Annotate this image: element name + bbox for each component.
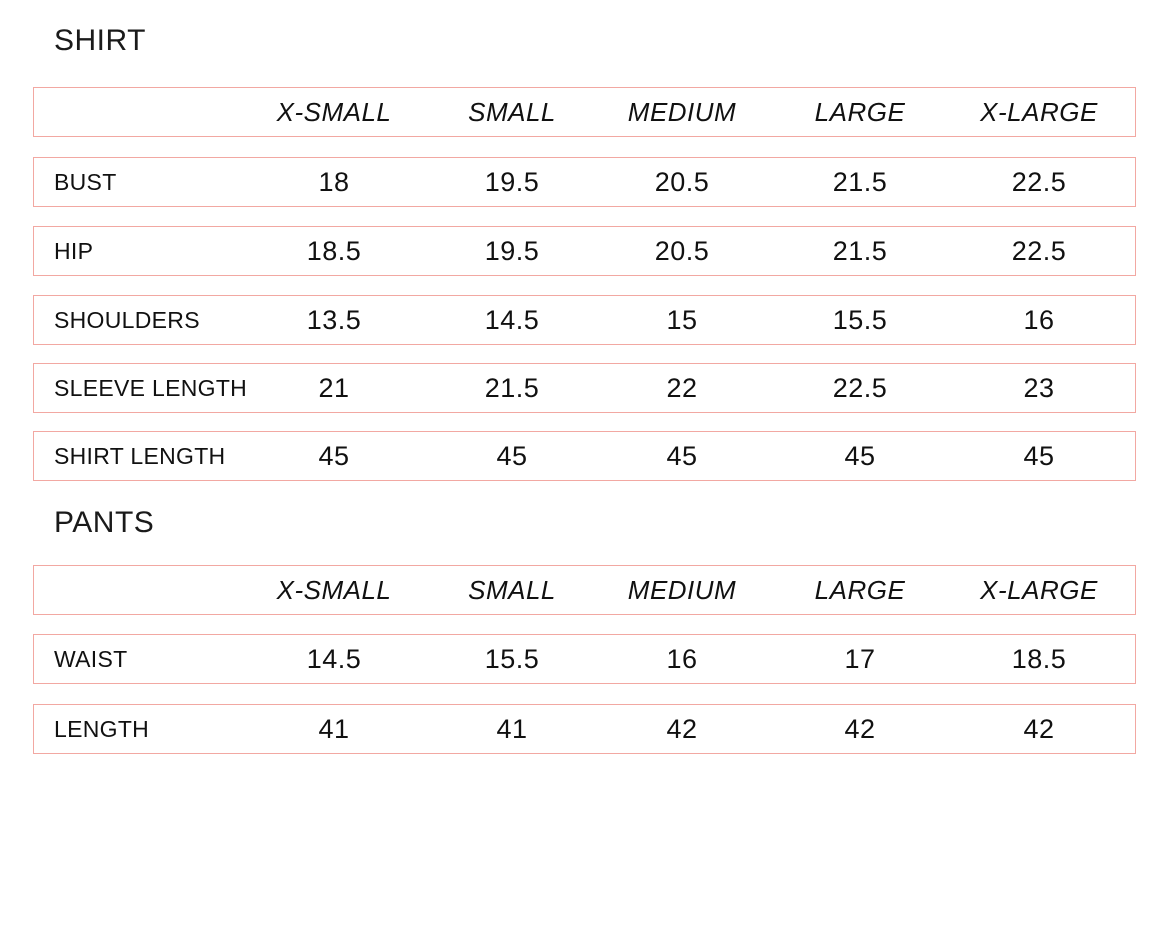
table-cell: 19.5 — [484, 166, 540, 197]
table-cell: 15.5 — [484, 643, 540, 674]
pants-header-row: X-SMALL SMALL MEDIUM LARGE X-LARGE — [33, 565, 1136, 615]
row-label: HIP — [54, 237, 94, 264]
table-cell: 21 — [318, 372, 350, 403]
table-cell: 45 — [1023, 440, 1055, 471]
table-cell: 13.5 — [306, 304, 362, 335]
row-label: WAIST — [54, 645, 128, 672]
row-label: SLEEVE LENGTH — [54, 374, 248, 401]
table-cell: 45 — [844, 440, 876, 471]
table-cell: 17 — [844, 643, 876, 674]
column-header: X-SMALL — [276, 574, 392, 605]
pants-section-title: PANTS — [54, 506, 155, 539]
table-cell: 20.5 — [654, 235, 710, 266]
shirt-header-row: X-SMALL SMALL MEDIUM LARGE X-LARGE — [33, 87, 1136, 137]
table-cell: 20.5 — [654, 166, 710, 197]
table-cell: 41 — [318, 713, 350, 744]
column-header: X-LARGE — [980, 574, 1098, 605]
table-cell: 16 — [1023, 304, 1055, 335]
table-cell: 15.5 — [832, 304, 888, 335]
table-row: SHIRT LENGTH 45 45 45 45 45 — [33, 431, 1136, 481]
table-cell: 22.5 — [1011, 235, 1067, 266]
table-cell: 21.5 — [832, 166, 888, 197]
table-row: LENGTH 41 41 42 42 42 — [33, 704, 1136, 754]
table-cell: 45 — [496, 440, 528, 471]
table-row: SHOULDERS 13.5 14.5 15 15.5 16 — [33, 295, 1136, 345]
column-header: MEDIUM — [627, 96, 737, 127]
row-label: SHOULDERS — [54, 306, 200, 333]
column-header: LARGE — [814, 574, 906, 605]
column-header: X-LARGE — [980, 96, 1098, 127]
table-row: WAIST 14.5 15.5 16 17 18.5 — [33, 634, 1136, 684]
table-row: HIP 18.5 19.5 20.5 21.5 22.5 — [33, 226, 1136, 276]
table-cell: 41 — [496, 713, 528, 744]
row-label: SHIRT LENGTH — [54, 442, 226, 469]
table-cell: 14.5 — [306, 643, 362, 674]
table-cell: 42 — [1023, 713, 1055, 744]
table-cell: 16 — [666, 643, 698, 674]
table-cell: 19.5 — [484, 235, 540, 266]
table-cell: 18.5 — [1011, 643, 1067, 674]
column-header: SMALL — [468, 574, 556, 605]
table-row: BUST 18 19.5 20.5 21.5 22.5 — [33, 157, 1136, 207]
table-cell: 18 — [318, 166, 350, 197]
shirt-section-title: SHIRT — [54, 24, 146, 57]
column-header: LARGE — [814, 96, 906, 127]
table-cell: 22.5 — [832, 372, 888, 403]
table-cell: 18.5 — [306, 235, 362, 266]
table-row: SLEEVE LENGTH 21 21.5 22 22.5 23 — [33, 363, 1136, 413]
table-cell: 22.5 — [1011, 166, 1067, 197]
table-cell: 22 — [666, 372, 698, 403]
column-header: MEDIUM — [627, 574, 737, 605]
table-cell: 23 — [1023, 372, 1055, 403]
table-cell: 21.5 — [832, 235, 888, 266]
column-header: X-SMALL — [276, 96, 392, 127]
column-header: SMALL — [468, 96, 556, 127]
row-label: BUST — [54, 168, 117, 195]
table-cell: 15 — [666, 304, 698, 335]
table-cell: 14.5 — [484, 304, 540, 335]
table-cell: 45 — [318, 440, 350, 471]
row-label: LENGTH — [54, 715, 150, 742]
table-cell: 45 — [666, 440, 698, 471]
table-cell: 42 — [844, 713, 876, 744]
table-cell: 21.5 — [484, 372, 540, 403]
table-cell: 42 — [666, 713, 698, 744]
